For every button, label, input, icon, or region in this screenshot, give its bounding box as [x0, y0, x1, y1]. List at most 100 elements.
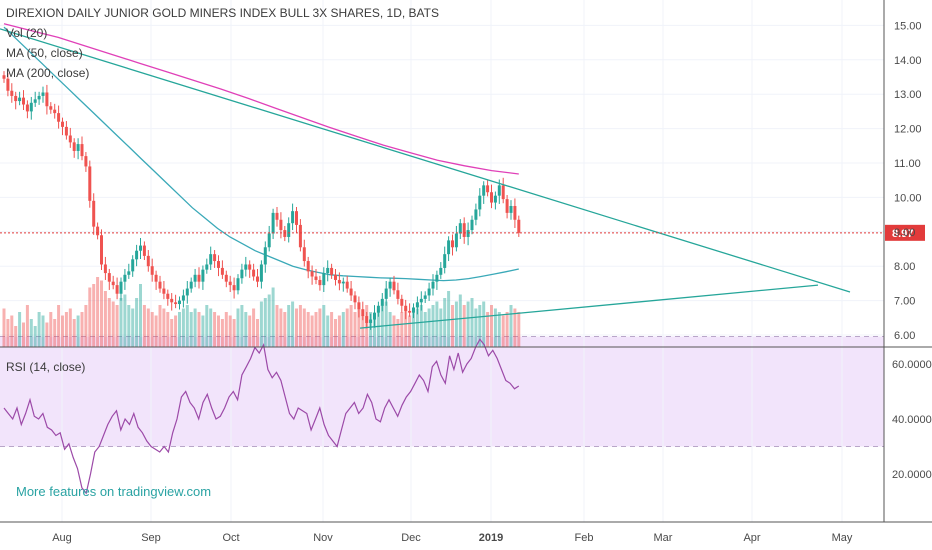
- candle-body-47: [185, 288, 189, 296]
- candle-body-14: [57, 113, 61, 122]
- volume-bar-8: [33, 326, 37, 347]
- volume-bar-106: [415, 308, 419, 347]
- volume-bar-4: [18, 312, 22, 347]
- volume-bar-6: [25, 305, 29, 347]
- volume-bar-114: [447, 291, 451, 347]
- candle-body-71: [279, 219, 283, 231]
- candle-body-82: [322, 273, 326, 286]
- time-tick-1: Sep: [141, 532, 161, 544]
- volume-bar-43: [170, 319, 174, 347]
- volume-bar-45: [178, 312, 181, 347]
- price-tick-6: 12.00: [894, 124, 922, 136]
- volume-bar-70: [275, 305, 279, 347]
- candle-body-85: [334, 274, 337, 280]
- volume-bar-69: [271, 287, 275, 347]
- candle-body-27: [107, 273, 111, 282]
- volume-bar-76: [298, 305, 302, 347]
- price-tick-1: 7.00: [894, 296, 915, 308]
- candle-body-26: [103, 264, 107, 274]
- volume-bar-129: [505, 312, 509, 347]
- study-label-ma200: MA (200, close): [6, 66, 90, 80]
- volume-bar-98: [384, 301, 388, 347]
- volume-bar-30: [119, 298, 123, 347]
- volume-bar-110: [431, 305, 435, 347]
- candle-body-53: [209, 254, 213, 265]
- volume-bar-77: [302, 308, 306, 347]
- volume-bar-10: [41, 315, 45, 347]
- volume-bar-61: [240, 305, 244, 347]
- volume-bar-34: [135, 298, 139, 347]
- volume-bar-85: [334, 319, 337, 347]
- volume-bar-21: [84, 305, 88, 347]
- candle-body-116: [454, 233, 458, 248]
- volume-bar-48: [189, 312, 193, 347]
- volume-bar-71: [279, 308, 283, 347]
- candle-body-48: [189, 281, 193, 289]
- volume-bar-13: [53, 319, 57, 347]
- candle-body-22: [88, 166, 92, 201]
- volume-bar-16: [64, 312, 68, 347]
- volume-bar-120: [470, 298, 474, 347]
- volume-bar-42: [166, 312, 170, 347]
- price-tick-7: 13.00: [894, 89, 922, 101]
- volume-bar-102: [400, 312, 404, 347]
- candle-body-93: [365, 316, 369, 323]
- study-label-ma50: MA (50, close): [6, 46, 83, 60]
- candle-body-131: [513, 206, 517, 220]
- volume-bar-37: [146, 308, 150, 347]
- candle-body-0: [2, 75, 6, 79]
- volume-bar-111: [435, 301, 439, 347]
- volume-bar-66: [259, 301, 263, 347]
- volume-bar-74: [291, 301, 295, 347]
- candle-body-78: [306, 261, 310, 272]
- price-tick-4: 10.00: [894, 192, 922, 204]
- volume-bar-31: [123, 294, 127, 347]
- volume-bar-90: [353, 312, 357, 347]
- candle-body-92: [361, 309, 365, 317]
- last-price-badge: [885, 224, 925, 241]
- candle-body-94: [369, 319, 373, 323]
- volume-bar-3: [14, 326, 18, 347]
- candle-body-68: [267, 233, 271, 248]
- candle-body-13: [53, 109, 57, 114]
- volume-bar-116: [454, 301, 458, 347]
- volume-bar-95: [373, 315, 376, 347]
- rsi-tick-2: 60.0000: [892, 359, 932, 371]
- candle-body-2: [10, 90, 14, 96]
- volume-bar-7: [29, 319, 33, 347]
- candle-body-66: [259, 264, 263, 282]
- rsi-layer: [3, 338, 520, 495]
- volume-bar-73: [287, 305, 291, 347]
- candle-body-61: [240, 269, 244, 279]
- volume-bar-1: [6, 319, 10, 347]
- volume-bar-46: [181, 308, 185, 347]
- candle-body-77: [302, 247, 306, 262]
- candle-body-112: [439, 267, 443, 275]
- candle-body-54: [213, 254, 217, 262]
- candle-body-11: [45, 92, 49, 107]
- candle-body-106: [415, 302, 419, 308]
- last-price-label: 8.97: [892, 228, 913, 240]
- candle-body-36: [142, 245, 146, 256]
- volume-bar-35: [139, 284, 142, 347]
- volume-bar-113: [443, 298, 447, 347]
- tradingview-watermark[interactable]: More features on tradingview.com: [16, 484, 212, 499]
- volume-bar-36: [142, 305, 146, 347]
- time-tick-0: Aug: [52, 532, 72, 544]
- volume-bar-115: [451, 305, 454, 347]
- candle-body-7: [29, 102, 33, 112]
- candle-body-127: [497, 185, 501, 196]
- time-tick-2: Oct: [222, 532, 239, 544]
- volume-bar-55: [217, 315, 220, 347]
- candle-body-38: [150, 266, 154, 275]
- candle-body-62: [244, 264, 248, 270]
- rsi-line: [3, 338, 520, 495]
- time-tick-6: Feb: [575, 532, 594, 544]
- volume-bar-79: [310, 315, 314, 347]
- candle-body-122: [478, 195, 482, 210]
- candle-layer: [2, 71, 521, 330]
- volume-bar-84: [330, 312, 334, 347]
- volume-bar-122: [478, 305, 482, 347]
- volume-bar-38: [150, 312, 154, 347]
- candle-body-108: [423, 295, 427, 299]
